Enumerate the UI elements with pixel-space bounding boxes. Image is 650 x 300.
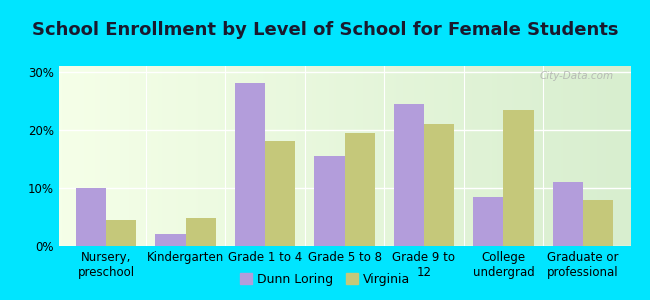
Text: City-Data.com: City-Data.com	[540, 71, 614, 81]
Bar	[265, 142, 295, 246]
Bar	[155, 234, 186, 246]
Bar	[394, 104, 424, 246]
Bar	[235, 83, 265, 246]
Bar	[315, 156, 344, 246]
Legend: Dunn Loring, Virginia: Dunn Loring, Virginia	[235, 268, 415, 291]
Bar	[552, 182, 583, 246]
Text: School Enrollment by Level of School for Female Students: School Enrollment by Level of School for…	[32, 21, 618, 39]
Bar	[344, 133, 374, 246]
Bar	[424, 124, 454, 246]
Bar	[583, 200, 613, 246]
Bar	[503, 110, 534, 246]
Bar	[473, 196, 503, 246]
Bar	[106, 220, 136, 246]
Bar	[76, 188, 106, 246]
Bar	[186, 218, 216, 246]
